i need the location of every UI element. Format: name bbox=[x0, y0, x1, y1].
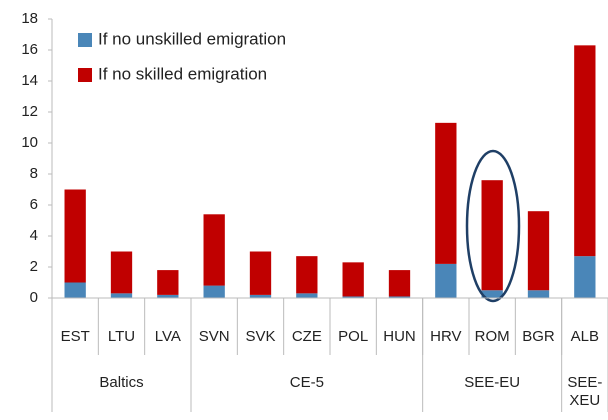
y-tick-label: 6 bbox=[30, 196, 38, 213]
bar-segment bbox=[481, 290, 503, 298]
bar-segment bbox=[110, 251, 133, 294]
bar-segment bbox=[157, 270, 179, 295]
bar-segment bbox=[110, 293, 133, 298]
legend-label: If no skilled emigration bbox=[98, 64, 267, 83]
x-tick-label: SVN bbox=[199, 328, 230, 345]
x-tick-label: ALB bbox=[571, 328, 599, 345]
group-label: SEE-EU bbox=[464, 374, 521, 391]
bar-segment bbox=[435, 122, 457, 264]
highlight-ellipse bbox=[465, 149, 521, 303]
x-tick-label: CZE bbox=[292, 328, 322, 345]
group-label: CE-5 bbox=[289, 374, 324, 391]
y-tick-label: 2 bbox=[30, 258, 38, 275]
legend-swatch bbox=[78, 68, 92, 82]
x-tick-label: BGR bbox=[522, 328, 555, 345]
y-tick-label: 0 bbox=[30, 289, 38, 306]
bar-segment bbox=[203, 214, 225, 286]
y-tick-label: 18 bbox=[21, 10, 38, 27]
bar-segment bbox=[574, 45, 596, 257]
y-tick-label: 8 bbox=[30, 165, 38, 182]
bar-segment bbox=[388, 270, 411, 297]
bar-segment bbox=[157, 294, 179, 298]
bar-segment bbox=[342, 262, 364, 297]
x-tick-label: SVK bbox=[245, 328, 275, 345]
bar-segment bbox=[527, 290, 550, 298]
y-tick-label: 14 bbox=[21, 72, 38, 89]
group-label: SEE- XEU bbox=[567, 374, 603, 409]
bar-segment bbox=[249, 251, 272, 295]
legend-label: If no unskilled emigration bbox=[98, 29, 286, 48]
x-tick-label: EST bbox=[61, 328, 90, 345]
x-tick-label: LTU bbox=[108, 328, 135, 345]
x-tick-label: ROM bbox=[475, 328, 510, 345]
y-tick-label: 16 bbox=[21, 41, 38, 58]
legend-swatch bbox=[78, 33, 92, 47]
bar-segment bbox=[574, 256, 596, 298]
bar-segment bbox=[64, 189, 86, 283]
group-label: Baltics bbox=[99, 374, 144, 391]
bar-segment bbox=[249, 294, 272, 298]
bar-segment bbox=[296, 293, 318, 298]
x-tick-label: LVA bbox=[155, 328, 181, 345]
y-tick-label: 12 bbox=[21, 103, 38, 120]
bar-segment bbox=[481, 180, 503, 291]
bar-segment bbox=[527, 211, 550, 291]
x-tick-label: POL bbox=[338, 328, 368, 345]
x-tick-label: HRV bbox=[430, 328, 461, 345]
bar-segment bbox=[64, 282, 86, 298]
x-tick-label: HUN bbox=[383, 328, 416, 345]
bar-segment bbox=[388, 296, 411, 298]
bar-segment bbox=[342, 296, 364, 298]
y-tick-label: 10 bbox=[21, 134, 38, 151]
bar-segment bbox=[435, 263, 457, 298]
y-tick-label: 4 bbox=[30, 227, 38, 244]
bar-segment bbox=[203, 285, 225, 298]
bar-segment bbox=[296, 256, 318, 294]
